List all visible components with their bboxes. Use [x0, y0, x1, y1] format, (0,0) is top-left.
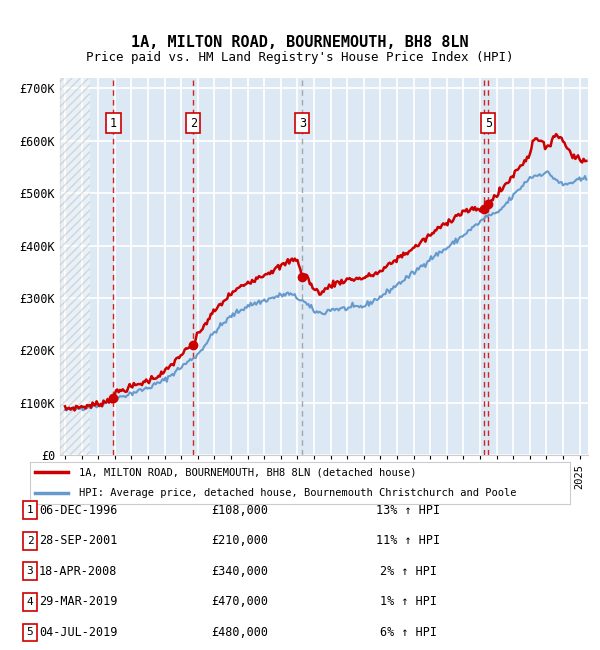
Text: 28-SEP-2001: 28-SEP-2001 [39, 534, 117, 547]
Text: 2% ↑ HPI: 2% ↑ HPI [380, 565, 437, 578]
Bar [60, 78, 90, 455]
Text: 1A, MILTON ROAD, BOURNEMOUTH, BH8 8LN (detached house): 1A, MILTON ROAD, BOURNEMOUTH, BH8 8LN (d… [79, 467, 416, 477]
Text: 18-APR-2008: 18-APR-2008 [39, 565, 117, 578]
Text: 2: 2 [190, 117, 197, 130]
Text: Price paid vs. HM Land Registry's House Price Index (HPI): Price paid vs. HM Land Registry's House … [86, 51, 514, 64]
Text: 1% ↑ HPI: 1% ↑ HPI [380, 595, 437, 608]
Text: 5: 5 [485, 117, 492, 130]
Text: £480,000: £480,000 [212, 626, 269, 639]
Text: 1: 1 [110, 117, 117, 130]
Text: £210,000: £210,000 [212, 534, 269, 547]
Text: £470,000: £470,000 [212, 595, 269, 608]
Text: 1: 1 [26, 505, 34, 515]
Text: 4: 4 [26, 597, 34, 607]
Text: HPI: Average price, detached house, Bournemouth Christchurch and Poole: HPI: Average price, detached house, Bour… [79, 488, 516, 498]
Text: £108,000: £108,000 [212, 504, 269, 517]
Text: 6% ↑ HPI: 6% ↑ HPI [380, 626, 437, 639]
Text: £340,000: £340,000 [212, 565, 269, 578]
Text: 3: 3 [26, 566, 34, 577]
Text: 29-MAR-2019: 29-MAR-2019 [39, 595, 117, 608]
Text: 1A, MILTON ROAD, BOURNEMOUTH, BH8 8LN: 1A, MILTON ROAD, BOURNEMOUTH, BH8 8LN [131, 34, 469, 50]
Text: 3: 3 [299, 117, 306, 130]
Text: 04-JUL-2019: 04-JUL-2019 [39, 626, 117, 639]
Text: 06-DEC-1996: 06-DEC-1996 [39, 504, 117, 517]
Text: 13% ↑ HPI: 13% ↑ HPI [376, 504, 440, 517]
Text: 2: 2 [26, 536, 34, 546]
Text: 11% ↑ HPI: 11% ↑ HPI [376, 534, 440, 547]
Text: 5: 5 [26, 627, 34, 638]
